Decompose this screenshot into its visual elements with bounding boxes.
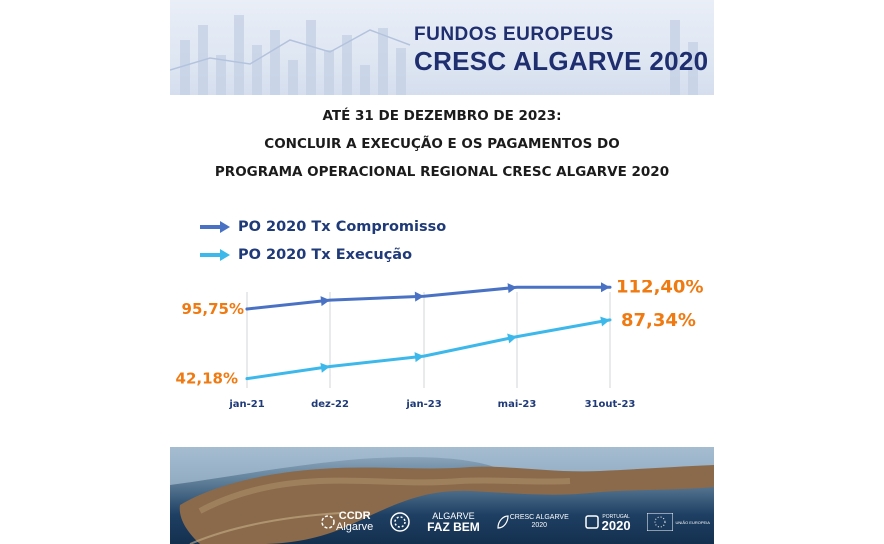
portugal-logo-text: PORTUGAL <box>602 513 630 520</box>
line-chart: jan-21 dez-22 jan-23 mai-23 31out-23 95,75% 42… <box>176 280 704 410</box>
data-point-execucao-jan-23 <box>414 352 424 363</box>
algarve-logo-text: ALGARVE <box>432 511 475 521</box>
tick-label-31out-23: 31out-23 <box>585 399 636 410</box>
ccdr-logo-subtext: Algarve <box>336 521 374 533</box>
header-title-line2: CRESC ALGARVE 2020 <box>414 46 709 76</box>
legend-label-compromisso: PO 2020 Tx Compromisso <box>238 219 447 235</box>
partner-logos: CCDR Algarve ALGARVE FAZ BEM CRESC ALGAR… <box>320 505 710 539</box>
arrow-right-icon <box>200 249 230 261</box>
tick-label-jan-21: jan-21 <box>228 399 264 410</box>
data-point-compromisso-mai-23 <box>507 283 517 294</box>
headline-line2: CONCLUIR A EXECUÇÃO E OS PAGAMENTOS DO <box>264 136 620 152</box>
data-label-end-compromisso: 112,40% <box>616 280 704 297</box>
data-point-execucao-mai-23 <box>507 333 517 344</box>
data-point-compromisso-dez-22 <box>320 296 330 307</box>
portugal-logo-year: 2020 <box>601 517 631 533</box>
data-point-compromisso-jan-21 <box>245 307 249 311</box>
eu-flag-icon <box>646 513 673 531</box>
tick-label-dez-22: dez-22 <box>311 399 349 410</box>
cresc-logo-year: 2020 <box>531 522 548 529</box>
footer-coastline-photo: CCDR Algarve ALGARVE FAZ BEM CRESC ALGAR… <box>170 447 714 544</box>
data-label-start-execucao: 42,18% <box>176 370 238 388</box>
flower-icon <box>321 515 335 529</box>
data-point-execucao-jan-21 <box>245 377 249 381</box>
bar-pattern-decoration <box>170 15 698 95</box>
data-point-compromisso-jan-23 <box>414 291 424 302</box>
eu-logo-text: UNIÃO EUROPEIA <box>675 519 710 525</box>
circular-emblem-icon <box>390 512 410 532</box>
header-title-line1: FUNDOS EUROPEUS <box>414 24 614 45</box>
data-label-end-execucao: 87,34% <box>621 310 696 331</box>
portugal-2020-logo: PORTUGAL 2020 <box>584 513 631 533</box>
algarve-faz-bem-logo: ALGARVE FAZ BEM <box>427 511 480 533</box>
infographic: FUNDOS EUROPEUS CRESC ALGARVE 2020 ATÉ 3… <box>170 0 714 544</box>
data-point-compromisso-31out-23 <box>601 282 610 293</box>
cresc-algarve-logo: CRESC ALGARVE 2020 <box>496 514 569 530</box>
data-point-execucao-31out-23 <box>600 316 610 327</box>
eu-flag-logo: UNIÃO EUROPEIA <box>646 513 710 531</box>
series-line-execucao <box>245 318 612 381</box>
series-line-compromisso <box>245 285 612 311</box>
ccdr-algarve-logo: CCDR Algarve <box>320 511 373 533</box>
coastline-landscape <box>170 447 714 544</box>
tick-label-jan-23: jan-23 <box>405 399 441 410</box>
leaf-icon <box>497 515 509 529</box>
faz-bem-logo-text: FAZ BEM <box>427 520 480 534</box>
portugal-mark-icon <box>584 515 599 529</box>
legend-label-execucao: PO 2020 Tx Execução <box>238 247 413 263</box>
data-point-execucao-dez-22 <box>320 362 330 373</box>
header-banner: FUNDOS EUROPEUS CRESC ALGARVE 2020 <box>170 0 714 95</box>
data-label-start-compromisso: 95,75% <box>182 300 244 318</box>
legend-item-execucao: PO 2020 Tx Execução <box>200 244 412 266</box>
headline-line1: ATÉ 31 DE DEZEMBRO DE 2023: <box>322 108 562 124</box>
legend-item-compromisso: PO 2020 Tx Compromisso <box>200 216 446 238</box>
headline-line3: PROGRAMA OPERACIONAL REGIONAL CRESC ALGA… <box>214 164 670 180</box>
tick-label-mai-23: mai-23 <box>498 399 537 410</box>
arrow-right-icon <box>200 221 230 233</box>
cresc-logo-text: CRESC ALGARVE <box>509 514 569 521</box>
ccdr-logo-text: CCDR <box>338 510 371 522</box>
